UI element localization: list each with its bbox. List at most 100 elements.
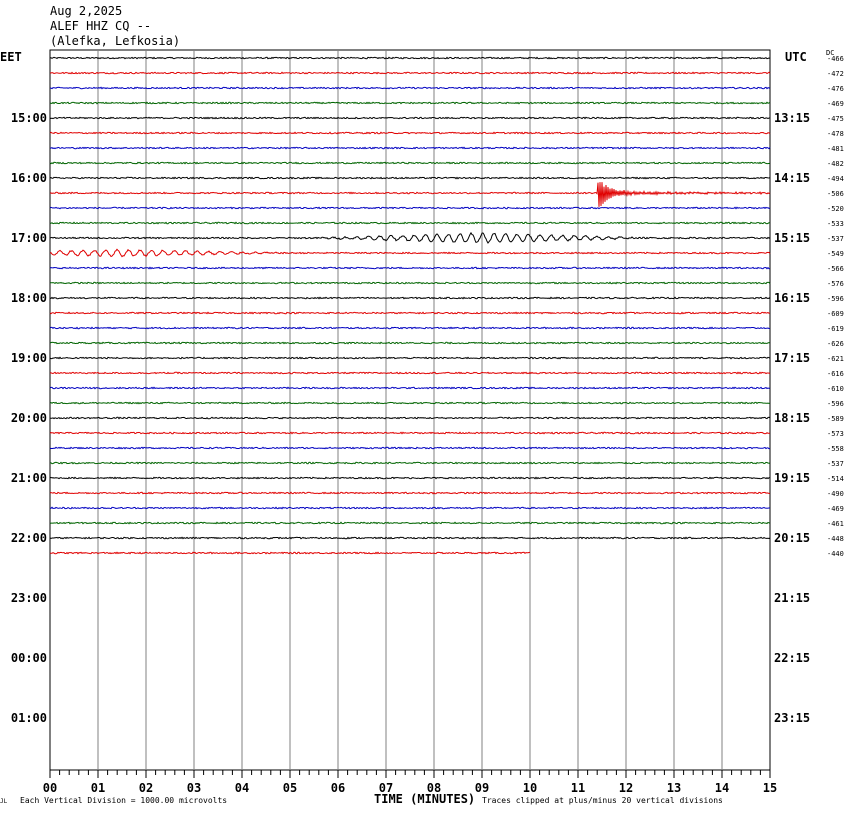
- x-tick-label: 08: [427, 781, 441, 795]
- x-tick-label: 02: [139, 781, 153, 795]
- dc-offset-label: -576: [827, 280, 844, 288]
- dc-offset-label: -533: [827, 220, 844, 228]
- right-hour-label: 21:15: [774, 591, 810, 605]
- seismic-trace: [49, 476, 771, 480]
- seismic-trace: [49, 231, 771, 244]
- x-tick-label: 09: [475, 781, 489, 795]
- x-tick-label: 05: [283, 781, 297, 795]
- seismic-trace: [49, 506, 771, 510]
- x-tick-label: 04: [235, 781, 249, 795]
- x-tick-label: 06: [331, 781, 345, 795]
- dc-offset-label: -589: [827, 415, 844, 423]
- seismic-trace: [49, 266, 771, 270]
- seismic-trace: [49, 146, 771, 150]
- right-hour-label: 22:15: [774, 651, 810, 665]
- left-hour-label: 15:00: [11, 111, 47, 125]
- dc-offset-label: -466: [827, 55, 844, 63]
- seismic-trace: [49, 296, 771, 300]
- dc-offset-label: -616: [827, 370, 844, 378]
- x-tick-label: 12: [619, 781, 633, 795]
- left-hour-label: 00:00: [11, 651, 47, 665]
- right-hour-label: 16:15: [774, 291, 810, 305]
- dc-offset-label: -494: [827, 175, 844, 183]
- dc-offset-label: -475: [827, 115, 844, 123]
- seismic-trace: [49, 461, 771, 465]
- x-tick-label: 10: [523, 781, 537, 795]
- x-tick-label: 13: [667, 781, 681, 795]
- plot-date: Aug 2,2025: [50, 4, 123, 18]
- dc-offset-label: -478: [827, 130, 844, 138]
- corner-mark: JL: [0, 798, 8, 805]
- seismic-trace: [49, 56, 771, 60]
- dc-offset-label: -537: [827, 235, 844, 243]
- seismic-trace: [49, 356, 771, 360]
- seismic-trace: [49, 86, 771, 90]
- dc-offset-label: -482: [827, 160, 844, 168]
- seismic-trace: [49, 101, 771, 105]
- dc-offset-label: -573: [827, 430, 844, 438]
- left-hour-label: 21:00: [11, 471, 47, 485]
- dc-offset-label: -610: [827, 385, 844, 393]
- dc-offset-label: -448: [827, 535, 844, 543]
- seismic-trace: [49, 416, 771, 420]
- right-hour-label: 14:15: [774, 171, 810, 185]
- x-tick-label: 11: [571, 781, 585, 795]
- right-timezone-label: UTC: [785, 50, 807, 64]
- dc-offset-label: -596: [827, 295, 844, 303]
- seismic-trace: [49, 206, 771, 210]
- dc-offset-label: -514: [827, 475, 844, 483]
- seismic-trace: [49, 116, 770, 120]
- dc-offset-label: -506: [827, 190, 844, 198]
- dc-offset-header: DC: [826, 49, 835, 57]
- seismic-trace: [49, 281, 771, 285]
- x-tick-label: 14: [715, 781, 729, 795]
- left-hour-label: 18:00: [11, 291, 47, 305]
- dc-offset-label: -461: [827, 520, 844, 528]
- right-hour-label: 13:15: [774, 111, 810, 125]
- right-hour-label: 15:15: [774, 231, 810, 245]
- seismic-trace: [50, 71, 771, 75]
- seismic-trace: [49, 491, 771, 495]
- dc-offset-label: -537: [827, 460, 844, 468]
- dc-offset-label: -558: [827, 445, 844, 453]
- seismic-trace: [49, 221, 771, 225]
- seismic-trace: [49, 341, 771, 345]
- seismic-trace: [49, 176, 771, 180]
- dc-offset-label: -619: [827, 325, 844, 333]
- seismic-trace: [49, 401, 771, 405]
- dc-offset-label: -626: [827, 340, 844, 348]
- seismic-trace: [49, 326, 771, 330]
- dc-offset-label: -549: [827, 250, 844, 258]
- x-axis-title: TIME (MINUTES): [374, 792, 476, 806]
- seismic-trace: [49, 431, 771, 435]
- dc-offset-label: -621: [827, 355, 844, 363]
- dc-offset-label: -566: [827, 265, 844, 273]
- dc-offset-label: -481: [827, 145, 844, 153]
- dc-offset-label: -472: [827, 70, 844, 78]
- seismic-trace: [49, 536, 771, 540]
- vertical-scale-note: Each Vertical Division = 1000.00 microvo…: [20, 796, 228, 805]
- right-hour-label: 20:15: [774, 531, 810, 545]
- seismic-trace: [49, 551, 531, 555]
- dc-offset-label: -609: [827, 310, 844, 318]
- left-hour-label: 22:00: [11, 531, 47, 545]
- seismic-trace: [49, 371, 771, 375]
- right-hour-label: 18:15: [774, 411, 810, 425]
- left-hour-label: 19:00: [11, 351, 47, 365]
- seismic-trace: [49, 248, 771, 258]
- right-hour-label: 17:15: [774, 351, 810, 365]
- x-tick-label: 01: [91, 781, 105, 795]
- dc-offset-label: -476: [827, 85, 844, 93]
- left-hour-label: 20:00: [11, 411, 47, 425]
- station-location: (Alefka, Lefkosia): [50, 34, 181, 48]
- dc-offset-label: -520: [827, 205, 844, 213]
- dc-offset-label: -469: [827, 100, 844, 108]
- dc-offset-label: -490: [827, 490, 844, 498]
- left-hour-label: 17:00: [11, 231, 47, 245]
- right-hour-label: 19:15: [774, 471, 810, 485]
- right-hour-label: 23:15: [774, 711, 810, 725]
- left-timezone-label: EET: [0, 50, 22, 64]
- left-hour-label: 16:00: [11, 171, 47, 185]
- station-code: ALEF HHZ CQ --: [50, 19, 152, 33]
